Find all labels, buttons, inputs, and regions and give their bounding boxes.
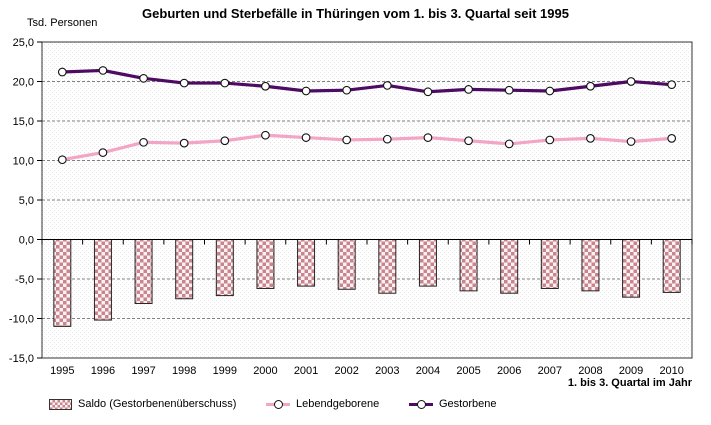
x-category-label: 1999 bbox=[213, 365, 237, 377]
x-category-label: 2000 bbox=[253, 365, 277, 377]
bar-2007 bbox=[540, 239, 559, 289]
x-category-label: 2004 bbox=[416, 365, 440, 377]
line-Lebendgeborene bbox=[60, 133, 674, 162]
legend-item-gestorbene: Gestorbene bbox=[409, 398, 496, 410]
x-category-label: 2006 bbox=[497, 365, 521, 377]
legend-item-saldo: Saldo (Gestorbenenüberschuss) bbox=[49, 398, 236, 410]
saldo-checker-swatch-icon bbox=[49, 398, 72, 410]
marker-Gestorbene-1995 bbox=[57, 67, 67, 77]
marker-Lebendgeborene-2004 bbox=[423, 133, 433, 142]
bar-1999 bbox=[215, 239, 234, 297]
bar-2001 bbox=[297, 239, 316, 287]
y-tick-label: 20,0 bbox=[13, 77, 34, 89]
bar-1997 bbox=[134, 239, 153, 304]
bar-2005 bbox=[459, 239, 478, 292]
marker-Lebendgeborene-2007 bbox=[545, 135, 555, 145]
gestorbene-line-swatch-icon bbox=[409, 399, 433, 409]
y-tick-label: 5,0 bbox=[19, 195, 34, 207]
marker-Lebendgeborene-2009 bbox=[626, 137, 636, 146]
bar-2000 bbox=[256, 239, 275, 289]
marker-Gestorbene-2003 bbox=[382, 81, 392, 90]
x-category-label: 2008 bbox=[578, 365, 602, 377]
marker-Lebendgeborene-2000 bbox=[261, 130, 270, 140]
marker-Gestorbene-2009 bbox=[626, 77, 636, 86]
x-category-label: 1998 bbox=[172, 365, 196, 377]
marker-Lebendgeborene-2006 bbox=[504, 139, 514, 149]
marker-Lebendgeborene-1999 bbox=[220, 136, 230, 146]
x-category-label: 2007 bbox=[538, 365, 562, 377]
x-category-label: 2009 bbox=[619, 365, 643, 377]
marker-Gestorbene-1998 bbox=[179, 78, 189, 88]
marker-Lebendgeborene-2005 bbox=[464, 136, 473, 146]
y-tick-label: -10,0 bbox=[9, 314, 34, 326]
marker-Gestorbene-2006 bbox=[504, 85, 514, 95]
bar-2008 bbox=[581, 239, 600, 292]
bar-1996 bbox=[93, 239, 112, 321]
marker-Lebendgeborene-2003 bbox=[382, 134, 392, 144]
legend-item-lebendgeborene: Lebendgeborene bbox=[266, 398, 379, 410]
x-category-label: 2005 bbox=[456, 365, 480, 377]
marker-Lebendgeborene-1996 bbox=[98, 148, 108, 157]
marker-Gestorbene-2000 bbox=[261, 81, 270, 91]
bar-1995 bbox=[53, 239, 72, 327]
y-tick-label: 10,0 bbox=[13, 156, 34, 168]
marker-Lebendgeborene-2002 bbox=[342, 135, 352, 145]
legend-label-saldo: Saldo (Gestorbenenüberschuss) bbox=[78, 398, 237, 410]
marker-Lebendgeborene-1997 bbox=[139, 137, 148, 147]
legend-label-gestorbene: Gestorbene bbox=[439, 398, 497, 410]
x-category-label: 2001 bbox=[294, 365, 318, 377]
bar-2004 bbox=[418, 239, 437, 287]
marker-Gestorbene-2001 bbox=[301, 86, 311, 96]
marker-Gestorbene-2005 bbox=[464, 85, 473, 94]
bar-2009 bbox=[622, 239, 641, 298]
marker-Gestorbene-2004 bbox=[423, 87, 433, 97]
y-tick-label: 15,0 bbox=[13, 116, 34, 128]
marker-Gestorbene-1996 bbox=[98, 66, 108, 75]
bar-2006 bbox=[500, 239, 519, 294]
marker-Gestorbene-2008 bbox=[586, 81, 595, 91]
bar-2002 bbox=[337, 239, 356, 290]
x-category-label: 2003 bbox=[375, 365, 399, 377]
marker-Lebendgeborene-2008 bbox=[586, 134, 595, 143]
chart-title: Geburten und Sterbefälle in Thüringen vo… bbox=[142, 6, 569, 21]
marker-Lebendgeborene-1995 bbox=[57, 155, 67, 165]
bar-2010 bbox=[662, 239, 681, 293]
marker-Lebendgeborene-2001 bbox=[301, 133, 311, 142]
x-category-label: 1996 bbox=[91, 365, 115, 377]
marker-Gestorbene-1999 bbox=[220, 78, 230, 88]
marker-Gestorbene-2002 bbox=[342, 85, 352, 95]
y-tick-label: -5,0 bbox=[15, 274, 34, 286]
x-category-label: 2010 bbox=[659, 365, 683, 377]
line-Gestorbene bbox=[60, 68, 674, 94]
lebendgeborene-line-swatch-icon bbox=[266, 399, 290, 409]
bar-1998 bbox=[175, 239, 194, 300]
y-tick-label: 25,0 bbox=[13, 37, 34, 49]
bar-2003 bbox=[378, 239, 397, 294]
x-category-label: 1997 bbox=[131, 365, 155, 377]
marker-Gestorbene-1997 bbox=[139, 73, 148, 83]
marker-Gestorbene-2007 bbox=[545, 86, 555, 96]
y-axis-unit-label: Tsd. Personen bbox=[27, 17, 98, 29]
y-tick-label: 0,0 bbox=[19, 235, 34, 247]
y-tick-label: -15,0 bbox=[9, 353, 34, 365]
x-category-label: 2002 bbox=[334, 365, 358, 377]
x-category-label: 1995 bbox=[50, 365, 74, 377]
marker-Lebendgeborene-2010 bbox=[667, 134, 677, 143]
x-axis-label: 1. bis 3. Quartal im Jahr bbox=[567, 377, 692, 389]
legend-label-lebendgeborene: Lebendgeborene bbox=[296, 398, 380, 410]
marker-Lebendgeborene-1998 bbox=[179, 138, 189, 148]
marker-Gestorbene-2010 bbox=[667, 80, 677, 90]
